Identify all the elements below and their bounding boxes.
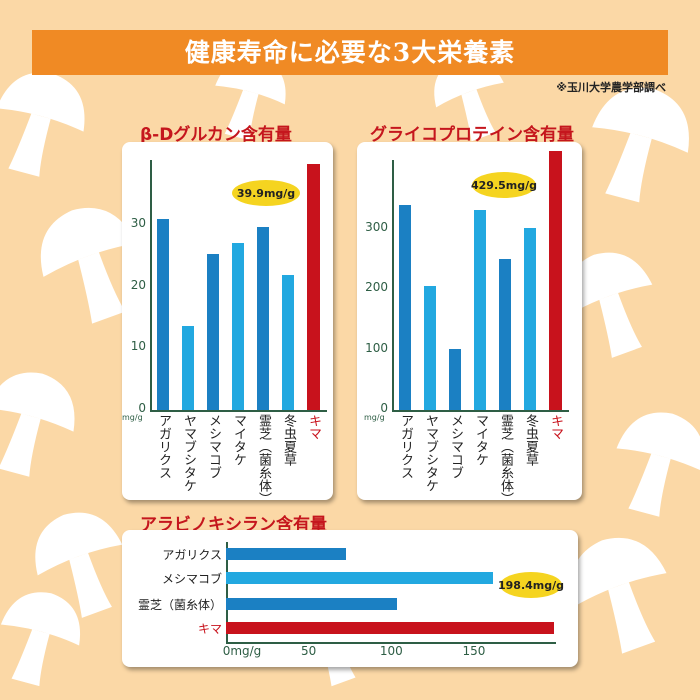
y-axis-unit: mg/g [122, 413, 143, 422]
callout-bubble: 429.5mg/g [471, 172, 537, 198]
category-label: アガリクス [398, 414, 413, 479]
category-label: 冬虫夏草 [523, 414, 538, 466]
chart1-title: β-Dグルカン含有量 [140, 125, 292, 145]
category-label: 霊芝（菌糸体） [498, 414, 513, 505]
bar-2 [226, 598, 397, 610]
y-axis [150, 160, 152, 410]
y-tick-label: 100 [365, 340, 388, 355]
bar-1 [424, 285, 436, 410]
x-axis [392, 410, 569, 412]
chart2-title: グライコプロテイン含有量 [370, 125, 574, 145]
x-tick-label: 150 [462, 644, 486, 658]
mushroom-icon [570, 537, 667, 654]
bar-2 [207, 253, 219, 410]
bar-5 [282, 274, 294, 410]
bar-0 [157, 218, 169, 410]
category-label: 霊芝（菌糸体） [137, 598, 222, 612]
mushroom-icon [0, 372, 75, 477]
bar-2 [449, 349, 461, 410]
mushroom-icon [0, 72, 85, 177]
arabinoxylan-chart-card: 0mg/g 50 100 150 アガリクスメシマコブ霊芝（菌糸体） キマ 198.4mg/… [122, 530, 578, 667]
category-label: アガリクス [162, 548, 222, 562]
y-tick-label: 0 [380, 401, 388, 415]
bar-6 [307, 163, 320, 410]
category-label: キマ [197, 622, 222, 636]
category-label: メシマコブ [161, 572, 222, 586]
bar-1 [182, 326, 194, 410]
category-label: 霊芝（菌糸体） [256, 414, 271, 505]
y-axis [392, 160, 394, 410]
bar-3 [226, 622, 554, 634]
page-title: 健康寿命に必要な3大栄養素 [32, 30, 668, 75]
category-label: アガリクス [156, 414, 171, 479]
bar-4 [499, 259, 511, 410]
y-tick-label: 300 [365, 220, 388, 235]
bar-0 [226, 548, 346, 560]
category-label: ヤマブシタケ [181, 414, 196, 492]
x-tick-label: 50 [301, 644, 317, 658]
callout-bubble: 198.4mg/g [498, 572, 564, 598]
mushroom-icon [616, 412, 700, 517]
mushroom-icon [40, 207, 137, 324]
beta-glucan-chart-card: 0 10 20 30 mg/g アガリクス ヤマブシタケ メシマコブ マイタケ 霊芝（菌糸体） 冬虫… [122, 142, 333, 505]
mushroom-icon [565, 252, 653, 358]
bar-3 [474, 209, 486, 410]
y-axis-unit: mg/g [364, 413, 385, 422]
y-tick-label: 30 [130, 215, 146, 230]
bar-4 [257, 226, 269, 410]
x-axis [150, 410, 327, 412]
y-tick-label: 0 [138, 401, 146, 415]
category-label: メシマコブ [448, 414, 463, 479]
category-label: ヤマブシタケ [423, 414, 438, 492]
x-axis [226, 642, 556, 644]
callout-bubble: 39.9mg/g [232, 180, 300, 206]
category-label: マイタケ [473, 414, 488, 466]
mushroom-icon [0, 592, 80, 687]
bar-6 [549, 151, 562, 410]
bar-3 [232, 242, 244, 410]
bar-5 [524, 227, 536, 410]
y-tick-label: 200 [365, 280, 388, 295]
bar-0 [399, 204, 411, 410]
category-label: メシマコブ [206, 414, 221, 479]
category-label: 冬虫夏草 [281, 414, 296, 466]
bar-1 [226, 572, 493, 584]
y-axis [226, 542, 228, 643]
mushroom-icon [35, 512, 123, 618]
x-tick-label: 0mg/g [222, 644, 262, 658]
x-tick-label: 100 [379, 644, 403, 658]
category-label: マイタケ [231, 414, 246, 466]
category-label: キマ [548, 414, 563, 440]
y-tick-label: 20 [130, 277, 146, 292]
source-note: ※玉川大学農学部調べ [556, 81, 666, 94]
category-label: キマ [306, 414, 321, 440]
y-tick-label: 10 [130, 339, 146, 354]
glycoprotein-chart-card: 0 100 200 300 mg/g アガリクス ヤマブシタケ メシマコブ マイタケ 霊芝（菌糸体… [357, 142, 582, 505]
mushroom-icon [592, 87, 689, 203]
